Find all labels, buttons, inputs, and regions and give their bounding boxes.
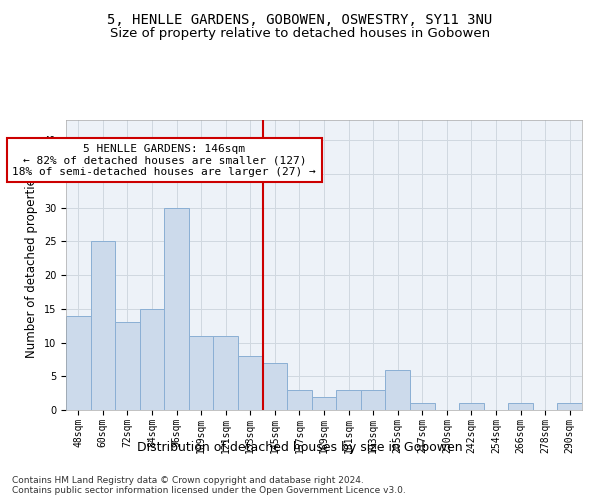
Bar — [238, 356, 263, 410]
Bar — [410, 404, 434, 410]
Text: 5, HENLLE GARDENS, GOBOWEN, OSWESTRY, SY11 3NU: 5, HENLLE GARDENS, GOBOWEN, OSWESTRY, SY… — [107, 12, 493, 26]
Bar — [115, 322, 140, 410]
Bar — [189, 336, 214, 410]
Text: Contains HM Land Registry data © Crown copyright and database right 2024.
Contai: Contains HM Land Registry data © Crown c… — [12, 476, 406, 495]
Bar — [385, 370, 410, 410]
Y-axis label: Number of detached properties: Number of detached properties — [25, 172, 38, 358]
Bar — [459, 404, 484, 410]
Bar — [66, 316, 91, 410]
Bar — [140, 309, 164, 410]
Text: Distribution of detached houses by size in Gobowen: Distribution of detached houses by size … — [137, 441, 463, 454]
Bar — [336, 390, 361, 410]
Bar — [164, 208, 189, 410]
Text: 5 HENLLE GARDENS: 146sqm
← 82% of detached houses are smaller (127)
18% of semi-: 5 HENLLE GARDENS: 146sqm ← 82% of detach… — [13, 144, 316, 177]
Bar — [214, 336, 238, 410]
Bar — [91, 242, 115, 410]
Bar — [263, 363, 287, 410]
Bar — [557, 404, 582, 410]
Bar — [312, 396, 336, 410]
Bar — [361, 390, 385, 410]
Text: Size of property relative to detached houses in Gobowen: Size of property relative to detached ho… — [110, 28, 490, 40]
Bar — [508, 404, 533, 410]
Bar — [287, 390, 312, 410]
